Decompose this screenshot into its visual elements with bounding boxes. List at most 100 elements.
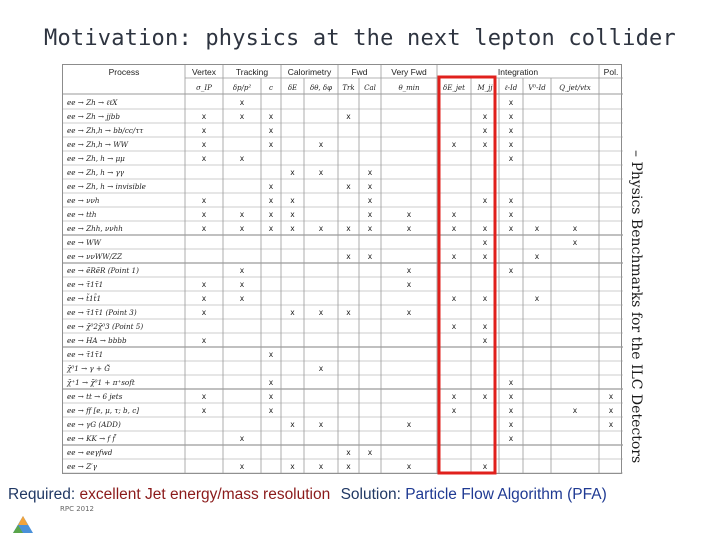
table-mark: x [290,196,295,205]
table-mark: x [483,112,488,121]
table-mark: x [407,420,412,429]
required-value: excellent Jet energy/mass resolution [79,486,331,503]
table-mark: x [269,112,274,121]
table-mark: x [407,280,412,289]
table-mark: x [573,406,578,415]
table-mark: x [368,224,373,233]
benchmark-table-grid: Process Vertex Tracking Calorimetry Fwd Very … [63,65,623,475]
process-label: ee → γG (ADD) [67,420,121,429]
table-mark: x [452,210,457,219]
column-header: Trk [342,84,354,92]
process-label: ee → τ̃1τ̃1 (Point 3) [67,308,137,317]
column-header: σ_IP [196,84,212,92]
group-header: Calorimetry [288,67,332,77]
process-label: ee → Zh, h → γγ [67,168,125,177]
group-header: Integration [498,67,538,77]
page-title: Motivation: physics at the next lepton c… [44,26,676,51]
footer-text: RPC 2012 [60,505,95,513]
process-label: ee → ff [e, μ, τ; b, c] [67,406,139,415]
table-mark: x [240,280,245,289]
table-mark: x [319,224,324,233]
group-header: Pol. [604,67,619,77]
table-mark: x [452,140,457,149]
table-mark: x [509,126,514,135]
process-label: ee → Zh → ℓℓX [67,98,118,107]
column-header: δE [288,84,297,92]
table-mark: x [509,406,514,415]
table-mark: x [368,196,373,205]
table-mark: x [319,364,324,373]
table-mark: x [573,224,578,233]
table-mark: x [368,448,373,457]
table-mark: x [483,294,488,303]
solution-value: Particle Flow Algorithm (PFA) [405,486,607,503]
process-label: ee → HA → bbbb [67,336,127,345]
table-mark: x [202,140,207,149]
table-mark: x [202,280,207,289]
table-mark: x [509,224,514,233]
table-mark: x [483,238,488,247]
solution-key: Solution [340,486,397,503]
process-label: ee → Zh,h → WW [67,140,129,149]
table-mark: x [609,420,614,429]
table-mark: x [452,224,457,233]
table-mark: x [202,224,207,233]
table-mark: x [202,210,207,219]
table-mark: x [319,308,324,317]
logo-icon [13,516,33,533]
process-label: ee → ννh [67,196,99,205]
table-mark: x [202,154,207,163]
table-mark: x [346,448,351,457]
table-mark: x [535,252,540,261]
table-mark: x [407,462,412,471]
table-mark: x [483,462,488,471]
table-mark: x [368,168,373,177]
table-mark: x [269,350,274,359]
table-mark: x [483,336,488,345]
table-mark: x [346,308,351,317]
table-mark: x [452,322,457,331]
process-label: ee → tth [67,210,97,219]
side-caption: – Physics Benchmarks for the ILC Detecto… [628,150,644,464]
column-header: V⁰-Id [528,84,546,92]
highlight-box [437,75,497,475]
process-label: ee → ẽRẽR (Point 1) [67,266,139,275]
table-mark: x [240,112,245,121]
column-header: Q_jet/vtx [559,84,590,92]
table-mark: x [290,168,295,177]
process-label: ee → Zhh, ννhh [67,224,123,233]
table-mark: x [368,182,373,191]
table-mark: x [202,112,207,121]
process-label: ee → τ̃1τ̃1 [67,280,103,289]
table-mark: x [509,98,514,107]
group-header: Tracking [236,67,269,77]
process-label: χ̃⁰1 → γ + G̃ [66,364,110,373]
summary-line: Required: excellent Jet energy/mass reso… [8,486,720,504]
table-mark: x [509,154,514,163]
table-mark: x [290,308,295,317]
column-header: ℓ-Id [504,84,518,92]
table-mark: x [609,392,614,401]
table-mark: x [509,434,514,443]
table-mark: x [269,392,274,401]
table-mark: x [240,462,245,471]
table-mark: x [269,196,274,205]
solution-sep: : [396,486,406,503]
process-label: ee → KK → f f̄ [67,434,117,444]
table-mark: x [202,294,207,303]
table-mark: x [483,224,488,233]
table-mark: x [240,294,245,303]
table-mark: x [202,308,207,317]
table-mark: x [319,168,324,177]
table-mark: x [535,224,540,233]
table-mark: x [240,210,245,219]
table-mark: x [509,210,514,219]
process-label: ee → eeγfwd [67,448,113,457]
process-label: ee → t̃1t̃1 [67,293,101,304]
table-mark: x [483,392,488,401]
table-mark: x [319,140,324,149]
table-mark: x [240,266,245,275]
required-sep: : [70,486,80,503]
column-header: Cal [364,84,376,92]
table-mark: x [346,112,351,121]
